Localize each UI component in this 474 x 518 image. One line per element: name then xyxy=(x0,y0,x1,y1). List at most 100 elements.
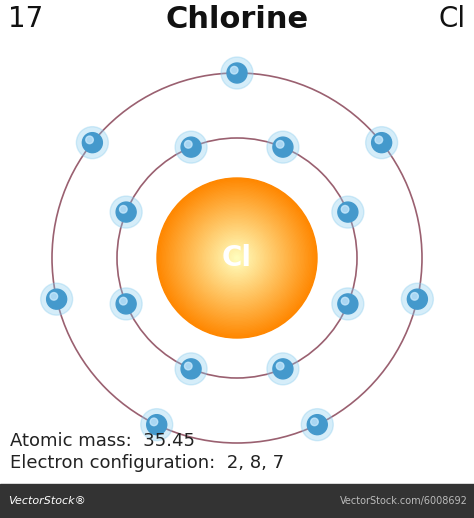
Circle shape xyxy=(188,209,286,307)
Text: Cl: Cl xyxy=(222,244,252,272)
Circle shape xyxy=(267,353,299,385)
Circle shape xyxy=(201,222,273,294)
Circle shape xyxy=(158,179,316,337)
Circle shape xyxy=(273,137,293,157)
Circle shape xyxy=(332,288,364,320)
Circle shape xyxy=(338,202,358,222)
Circle shape xyxy=(164,184,310,332)
Circle shape xyxy=(230,196,238,204)
Circle shape xyxy=(225,246,249,270)
Circle shape xyxy=(182,204,292,313)
Circle shape xyxy=(189,210,285,306)
Circle shape xyxy=(401,283,433,315)
Circle shape xyxy=(216,237,258,279)
Circle shape xyxy=(181,359,201,379)
Circle shape xyxy=(217,238,257,278)
Circle shape xyxy=(184,140,192,148)
Circle shape xyxy=(341,297,349,305)
Circle shape xyxy=(197,218,277,298)
Circle shape xyxy=(175,131,207,163)
Circle shape xyxy=(307,415,327,435)
Circle shape xyxy=(411,293,419,300)
Circle shape xyxy=(233,254,241,262)
Circle shape xyxy=(212,233,262,283)
Circle shape xyxy=(162,183,312,333)
Circle shape xyxy=(177,198,297,318)
Circle shape xyxy=(232,253,242,263)
Circle shape xyxy=(116,294,136,314)
Circle shape xyxy=(227,63,247,83)
Circle shape xyxy=(365,127,398,159)
Circle shape xyxy=(202,223,272,293)
Circle shape xyxy=(191,213,283,304)
Circle shape xyxy=(213,234,261,282)
Circle shape xyxy=(224,244,250,271)
Circle shape xyxy=(147,415,167,435)
Circle shape xyxy=(165,186,309,330)
Circle shape xyxy=(221,57,253,89)
Circle shape xyxy=(222,243,252,272)
Circle shape xyxy=(221,297,253,329)
Circle shape xyxy=(170,191,304,325)
Circle shape xyxy=(273,359,293,379)
Circle shape xyxy=(180,200,294,315)
Text: Chlorine: Chlorine xyxy=(165,5,309,34)
Circle shape xyxy=(228,249,246,267)
Circle shape xyxy=(150,418,158,426)
Circle shape xyxy=(276,362,284,370)
Circle shape xyxy=(372,133,392,153)
Circle shape xyxy=(310,418,318,426)
Circle shape xyxy=(219,239,255,277)
Circle shape xyxy=(191,211,283,305)
Circle shape xyxy=(200,221,274,295)
Text: VectorStock®: VectorStock® xyxy=(8,496,86,506)
Circle shape xyxy=(176,197,298,319)
Circle shape xyxy=(76,127,109,159)
Circle shape xyxy=(181,137,201,157)
Circle shape xyxy=(196,217,278,299)
Circle shape xyxy=(375,136,383,143)
Circle shape xyxy=(198,219,276,297)
Circle shape xyxy=(209,230,265,286)
Circle shape xyxy=(193,214,281,302)
Circle shape xyxy=(186,207,288,309)
Circle shape xyxy=(236,256,238,260)
Circle shape xyxy=(267,131,299,163)
Circle shape xyxy=(221,242,253,274)
Circle shape xyxy=(168,189,306,327)
Bar xyxy=(0,484,474,518)
Circle shape xyxy=(160,181,314,335)
Text: Atomic mass:  35.45: Atomic mass: 35.45 xyxy=(10,433,195,450)
Circle shape xyxy=(173,194,301,322)
Text: VectorStock.com/6008692: VectorStock.com/6008692 xyxy=(340,496,468,506)
Circle shape xyxy=(276,140,284,148)
Circle shape xyxy=(206,227,268,289)
Circle shape xyxy=(234,255,240,261)
Circle shape xyxy=(230,307,238,314)
Circle shape xyxy=(338,294,358,314)
Circle shape xyxy=(227,303,247,323)
Circle shape xyxy=(221,187,253,219)
Circle shape xyxy=(214,235,260,281)
Circle shape xyxy=(301,409,333,441)
Circle shape xyxy=(178,199,296,316)
Text: 17: 17 xyxy=(8,5,43,33)
Circle shape xyxy=(230,66,238,74)
Circle shape xyxy=(119,297,127,305)
Circle shape xyxy=(226,247,248,269)
Circle shape xyxy=(46,289,67,309)
Circle shape xyxy=(86,136,93,143)
Circle shape xyxy=(166,188,308,328)
Circle shape xyxy=(169,190,305,326)
Circle shape xyxy=(204,225,270,291)
Circle shape xyxy=(174,195,300,321)
Circle shape xyxy=(185,206,289,310)
Circle shape xyxy=(110,196,142,228)
Circle shape xyxy=(229,250,245,266)
Circle shape xyxy=(341,206,349,213)
Circle shape xyxy=(181,202,293,314)
Circle shape xyxy=(116,202,136,222)
Circle shape xyxy=(227,193,247,213)
Circle shape xyxy=(183,205,291,311)
Circle shape xyxy=(82,133,102,153)
